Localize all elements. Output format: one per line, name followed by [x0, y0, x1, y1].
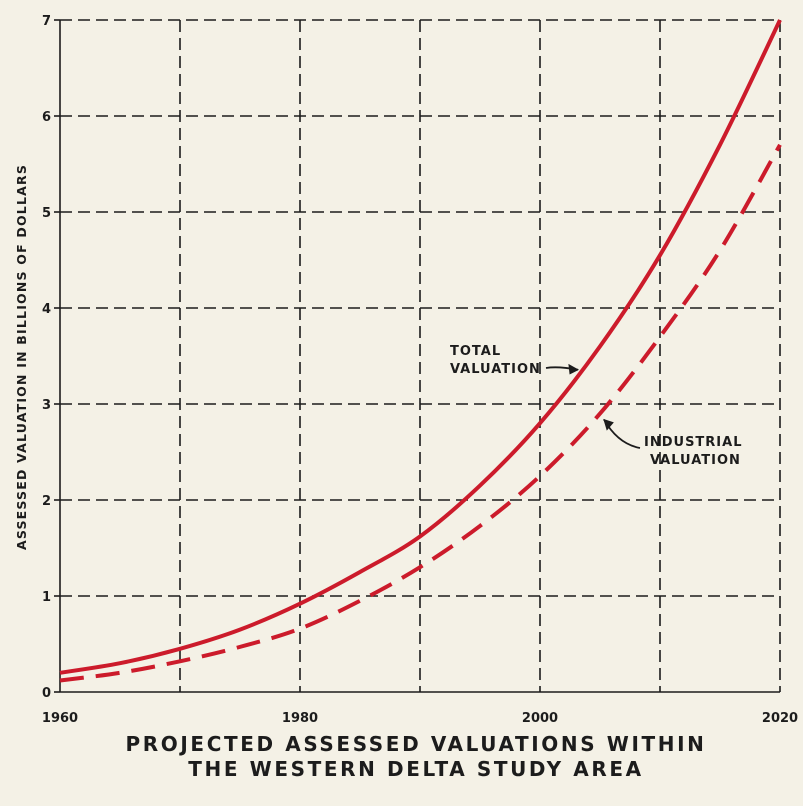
y-tick-label: 1: [42, 590, 51, 605]
y-tick-labels: 0 1 2 3 4 5 6 7: [42, 14, 51, 701]
arrowhead-icon: [603, 418, 614, 431]
annotation-industrial-valuation-line-2: VALUATION: [650, 453, 741, 468]
x-tick-label: 1960: [42, 711, 78, 726]
y-tick-label: 7: [42, 14, 51, 29]
y-axis-label: ASSESSED VALUATION IN BILLIONS OF DOLLAR…: [14, 164, 29, 550]
y-tick-label: 3: [42, 398, 51, 413]
y-tick-label: 2: [42, 494, 51, 509]
arrowhead-icon: [568, 363, 580, 375]
annotation-industrial-valuation-line-1: INDUSTRIAL: [644, 435, 743, 450]
x-tick-label: 2020: [762, 711, 798, 726]
x-tick-labels: 1960 1980 2000 2020: [42, 711, 798, 726]
x-tick-label: 2000: [522, 711, 558, 726]
series-line-industrial-valuation: [59, 143, 782, 683]
y-tick-label: 0: [42, 686, 51, 701]
y-tick-label: 4: [42, 302, 51, 317]
chart-title-line-1: PROJECTED ASSESSED VALUATIONS WITHIN: [126, 732, 707, 756]
x-tick-label: 1980: [282, 711, 318, 726]
y-tick-label: 6: [42, 110, 51, 125]
series-lines: [59, 19, 782, 683]
grid: [54, 19, 781, 693]
annotations: TOTAL VALUATION INDUSTRIAL VALUATION: [450, 344, 743, 468]
annotation-total-valuation-line-2: VALUATION: [450, 362, 541, 377]
y-tick-label: 5: [42, 206, 51, 221]
chart-title-line-2: THE WESTERN DELTA STUDY AREA: [188, 757, 643, 781]
annotation-total-valuation-line-1: TOTAL: [450, 344, 501, 359]
series-line-total-valuation: [59, 19, 782, 675]
